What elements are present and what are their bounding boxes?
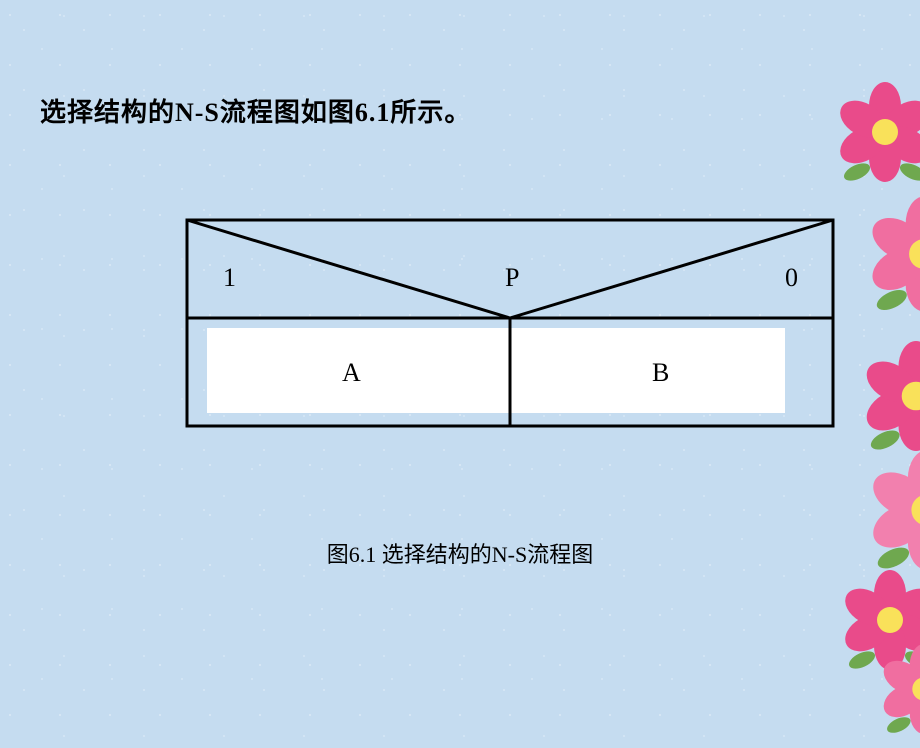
ns-diagram-svg bbox=[185, 218, 835, 428]
flower-icon bbox=[855, 185, 920, 323]
figure-caption: 图6.1 选择结构的N-S流程图 bbox=[0, 537, 920, 569]
flower-decoration bbox=[870, 635, 920, 748]
label-false: 0 bbox=[785, 263, 798, 293]
label-true: 1 bbox=[223, 263, 236, 293]
flower-icon bbox=[870, 635, 920, 743]
flower-decoration bbox=[855, 185, 920, 328]
label-condition: P bbox=[505, 263, 519, 293]
cell-b-fill bbox=[510, 328, 785, 413]
ns-diagram: 1 P 0 A B bbox=[185, 218, 835, 428]
flower-icon bbox=[825, 72, 920, 192]
label-action-a: A bbox=[342, 358, 361, 388]
label-action-b: B bbox=[652, 358, 669, 388]
slide-title: 选择结构的N-S流程图如图6.1所示。 bbox=[40, 92, 471, 129]
flower-decoration bbox=[825, 72, 920, 197]
